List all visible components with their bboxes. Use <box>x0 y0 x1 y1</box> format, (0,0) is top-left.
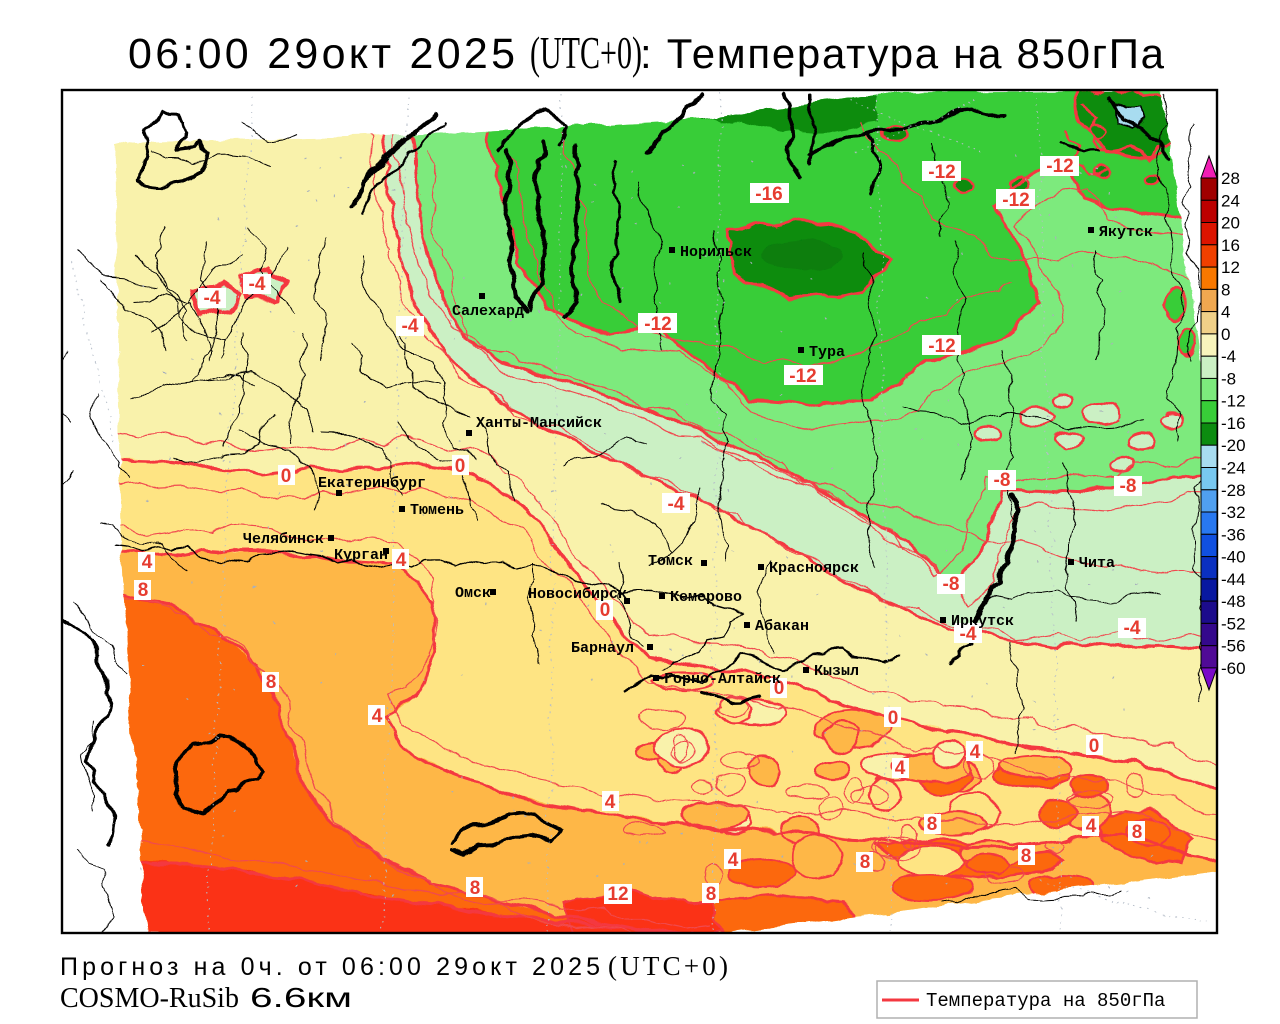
svg-text:16: 16 <box>1221 236 1240 255</box>
svg-text:-56: -56 <box>1221 637 1246 656</box>
svg-text:Абакан: Абакан <box>755 618 809 635</box>
svg-text:-4: -4 <box>1221 347 1236 366</box>
svg-text:Прогноз на 0ч. от 06:00 29окт: Прогноз на 0ч. от 06:00 29окт 2025 <box>60 953 600 981</box>
svg-text:6.6км: 6.6км <box>250 982 352 1013</box>
svg-text:(UTC+0): (UTC+0) <box>530 27 642 78</box>
svg-text:-40: -40 <box>1221 548 1246 567</box>
svg-text:Тура: Тура <box>809 344 845 361</box>
svg-text:-12: -12 <box>928 336 955 357</box>
svg-text:20: 20 <box>1221 214 1240 233</box>
svg-text:4: 4 <box>970 742 981 763</box>
svg-text:4: 4 <box>372 706 383 727</box>
svg-text:-32: -32 <box>1221 503 1246 522</box>
svg-text:-48: -48 <box>1221 592 1246 611</box>
svg-text:-8: -8 <box>1120 476 1137 497</box>
svg-text:Ханты-Мансийск: Ханты-Мансийск <box>476 415 602 432</box>
svg-text:Екатеринбург: Екатеринбург <box>318 475 426 492</box>
svg-text:8: 8 <box>138 580 149 601</box>
svg-text:-4: -4 <box>249 274 266 295</box>
svg-text:-12: -12 <box>1046 156 1073 177</box>
svg-text:-8: -8 <box>1221 369 1236 388</box>
svg-text:Курган: Курган <box>334 547 388 564</box>
svg-text:Норильск: Норильск <box>680 244 752 261</box>
svg-text:Якутск: Якутск <box>1099 224 1153 241</box>
svg-text:4: 4 <box>396 550 407 571</box>
svg-text:-4: -4 <box>1124 618 1141 639</box>
svg-text:8: 8 <box>1221 280 1230 299</box>
svg-text:Омск: Омск <box>455 585 491 602</box>
svg-text:Кемерово: Кемерово <box>670 589 742 606</box>
svg-text:: Температура на 850гПа: : Температура на 850гПа <box>640 30 1165 77</box>
svg-text:12: 12 <box>1221 258 1240 277</box>
svg-text:-44: -44 <box>1221 570 1246 589</box>
svg-text:Чита: Чита <box>1079 555 1115 572</box>
svg-text:-12: -12 <box>1221 392 1246 411</box>
svg-text:12: 12 <box>607 884 628 905</box>
svg-text:Горно-Алтайск: Горно-Алтайск <box>664 671 781 688</box>
svg-text:(UTC+0): (UTC+0) <box>608 951 728 981</box>
svg-text:Салехард: Салехард <box>452 303 524 320</box>
svg-text:8: 8 <box>927 814 938 835</box>
svg-text:0: 0 <box>600 600 611 621</box>
svg-text:Новосибирск: Новосибирск <box>528 586 627 603</box>
svg-text:4: 4 <box>1086 816 1097 837</box>
svg-text:-24: -24 <box>1221 459 1246 478</box>
svg-text:-4: -4 <box>402 316 419 337</box>
svg-text:-12: -12 <box>928 162 955 183</box>
svg-text:8: 8 <box>706 884 717 905</box>
svg-text:4: 4 <box>895 758 906 779</box>
svg-text:4: 4 <box>142 552 153 573</box>
svg-text:-12: -12 <box>644 314 671 335</box>
svg-text:-16: -16 <box>1221 414 1246 433</box>
svg-text:8: 8 <box>1132 822 1143 843</box>
svg-text:0: 0 <box>1089 736 1100 757</box>
svg-text:Барнаул: Барнаул <box>571 640 634 657</box>
svg-text:24: 24 <box>1221 191 1240 210</box>
svg-text:0: 0 <box>1221 325 1230 344</box>
svg-text:Температура на 850гПа: Температура на 850гПа <box>926 990 1165 1012</box>
svg-text:4: 4 <box>1221 303 1230 322</box>
svg-text:-60: -60 <box>1221 659 1246 678</box>
svg-text:-4: -4 <box>204 288 221 309</box>
svg-text:-4: -4 <box>960 624 977 645</box>
svg-text:Иркутск: Иркутск <box>951 613 1014 630</box>
svg-text:-4: -4 <box>668 494 685 515</box>
svg-text:0: 0 <box>281 466 292 487</box>
svg-text:06:00 29окт 2025: 06:00 29окт 2025 <box>128 30 515 78</box>
svg-text:Кызыл: Кызыл <box>814 663 859 680</box>
svg-text:-36: -36 <box>1221 525 1246 544</box>
svg-text:0: 0 <box>455 456 466 477</box>
svg-text:COSMO-RuSib: COSMO-RuSib <box>60 983 239 1014</box>
svg-text:0: 0 <box>888 708 899 729</box>
svg-text:-12: -12 <box>789 366 816 387</box>
svg-text:8: 8 <box>266 672 277 693</box>
svg-text:-16: -16 <box>755 184 782 205</box>
svg-text:8: 8 <box>470 878 481 899</box>
svg-text:-20: -20 <box>1221 436 1246 455</box>
svg-text:Челябинск: Челябинск <box>243 531 324 548</box>
svg-text:Красноярск: Красноярск <box>769 560 859 577</box>
svg-text:Тюмень: Тюмень <box>410 502 464 519</box>
svg-text:-8: -8 <box>994 470 1011 491</box>
svg-text:-28: -28 <box>1221 481 1246 500</box>
svg-text:0: 0 <box>774 678 785 699</box>
svg-text:8: 8 <box>1021 846 1032 867</box>
svg-text:-52: -52 <box>1221 614 1246 633</box>
svg-text:4: 4 <box>728 850 739 871</box>
svg-text:-8: -8 <box>943 574 960 595</box>
svg-text:8: 8 <box>860 852 871 873</box>
svg-text:4: 4 <box>605 792 616 813</box>
svg-text:28: 28 <box>1221 169 1240 188</box>
svg-text:-12: -12 <box>1002 190 1029 211</box>
svg-text:Томск: Томск <box>648 553 693 570</box>
